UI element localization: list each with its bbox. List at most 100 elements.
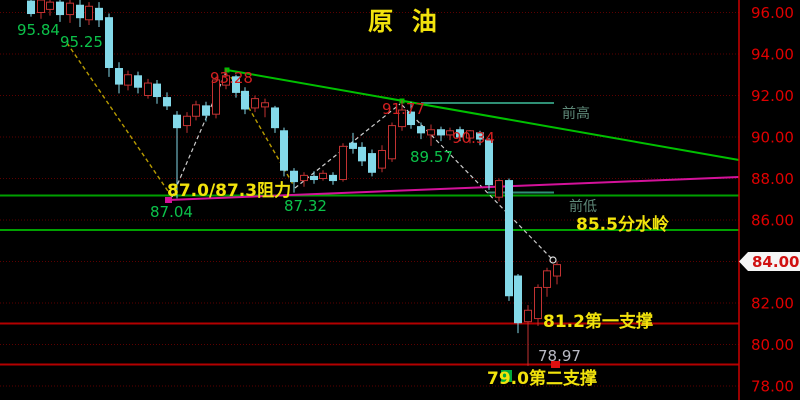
trendline-magenta[interactable]: [167, 176, 740, 201]
axis-tick-label: 80.00: [751, 336, 794, 354]
candle-down: [105, 17, 113, 68]
candle-up: [37, 0, 45, 13]
annotation-label: 78.97: [538, 347, 581, 365]
candle-up: [553, 264, 561, 277]
candle-down: [27, 0, 35, 15]
candle-down: [456, 129, 464, 138]
candle-up: [212, 79, 220, 115]
candle-down: [417, 126, 425, 134]
candle-down: [280, 130, 288, 171]
candle-up: [192, 104, 200, 117]
axis-tick-label: 82.00: [751, 295, 794, 313]
candle-up: [339, 145, 347, 181]
axis-tick-label: 96.00: [751, 4, 794, 22]
candle-up: [534, 286, 542, 320]
candle-up: [446, 130, 454, 136]
candle-down: [329, 174, 337, 182]
candle-up: [251, 98, 259, 109]
trendline-magenta-support[interactable]: [165, 176, 740, 203]
candle-down: [95, 7, 103, 21]
candle-up: [222, 75, 230, 86]
candle-down: [514, 275, 522, 324]
candle-up: [300, 174, 308, 182]
candle-up: [378, 149, 386, 169]
zigzag-end-circle: [549, 256, 557, 264]
trendline-handle[interactable]: [224, 67, 230, 73]
price-badge-label: 84.00: [752, 253, 799, 271]
candle-down: [290, 170, 298, 183]
candle-down: [310, 175, 318, 181]
candle-up: [388, 125, 396, 160]
candle-down: [153, 83, 161, 98]
candle-up: [495, 180, 503, 198]
candle-up: [427, 129, 435, 136]
candle-up: [183, 115, 191, 127]
candle-down: [173, 114, 181, 129]
candle-down: [76, 4, 84, 19]
candle-down: [505, 180, 513, 297]
axis-tick-label: 88.00: [751, 170, 794, 188]
zigzag-yellow: [66, 42, 173, 198]
annotation-label: 85.5分水岭: [576, 214, 669, 235]
price-badge-shape: [739, 252, 800, 271]
annotation-label: 91.77: [382, 100, 425, 118]
candle-up: [85, 5, 93, 21]
candle-up: [46, 1, 54, 10]
markers: [501, 361, 560, 382]
annotation-label: 90.34: [452, 129, 495, 147]
candle-down: [349, 142, 357, 149]
candle-down: [232, 76, 240, 93]
candle-down: [358, 146, 366, 162]
annotation-label: 87.32: [284, 197, 327, 215]
annotation-label: 95.25: [60, 33, 103, 51]
candle-up: [398, 109, 406, 128]
annotation-label: 89.57: [410, 148, 453, 166]
support-lines: [0, 322, 739, 366]
candle-up: [466, 130, 474, 139]
candle-down: [56, 1, 64, 16]
price-axis: 96.00 94.00 92.00 90.00 88.00 86.00 82.00 80.00…: [738, 0, 794, 400]
candle-down: [407, 111, 415, 126]
annotation-label: 前低: [569, 198, 597, 215]
annotation-label: 93.28: [210, 69, 253, 87]
annotation-label: 前高: [562, 105, 590, 122]
current-price-badge: 84.00: [739, 252, 800, 271]
green-level-lines: [0, 194, 739, 231]
candles: [27, 0, 561, 366]
zigzag-white: [294, 103, 401, 189]
candle-up: [319, 172, 327, 179]
annotation-label: 95.84: [17, 21, 60, 39]
candle-down: [437, 129, 445, 136]
candle-up: [66, 2, 74, 16]
candle-up: [543, 270, 551, 288]
annotation-label: 79.0第二支撑: [487, 368, 597, 389]
candle-down: [163, 97, 171, 107]
price-gridlines: [0, 12, 739, 387]
trendline-green[interactable]: [226, 69, 740, 161]
red-marker: [551, 361, 560, 368]
candle-up: [124, 74, 132, 86]
axis-tick-label: 92.00: [751, 87, 794, 105]
chart-title: 原 油: [368, 7, 442, 36]
candle-down: [476, 132, 484, 140]
axis-tick-label: 90.00: [751, 129, 794, 147]
annotation-label: 81.2第一支撑: [543, 311, 653, 332]
axis-tick-label: 78.00: [751, 378, 794, 396]
annotation-label: 87.04: [150, 203, 193, 221]
candle-down: [134, 75, 142, 88]
axis-tick-label: 86.00: [751, 212, 794, 230]
candle-down: [115, 68, 123, 85]
trendline-handle[interactable]: [165, 197, 172, 203]
candle-down: [485, 139, 493, 186]
candle-down: [202, 105, 210, 116]
candle-down: [241, 90, 249, 110]
green-marker: [501, 370, 512, 382]
candle-up: [524, 309, 532, 323]
annotation-label: 87.0/87.3阻力: [167, 180, 291, 201]
candle-down: [368, 153, 376, 173]
candle-up: [144, 82, 152, 97]
candle-up: [261, 102, 269, 108]
